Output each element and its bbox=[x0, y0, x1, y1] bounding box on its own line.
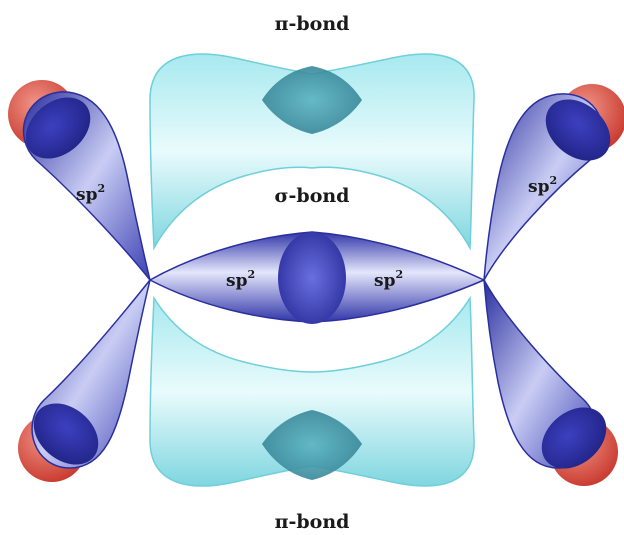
sigma-bond-overlap bbox=[278, 232, 346, 324]
sigma-bond-lobes bbox=[148, 231, 486, 324]
pi-bond-top-label: π-bond bbox=[275, 13, 350, 35]
sp2-lobe-lower-right bbox=[483, 279, 607, 469]
sp2-label-sigma-right: sp2 bbox=[374, 268, 403, 291]
sp2-label-upper-left: sp2 bbox=[76, 182, 105, 205]
sp2-lobe-upper-left bbox=[22, 91, 151, 281]
sp2-label-upper-right: sp2 bbox=[528, 174, 557, 197]
sp2-label-sigma-left: sp2 bbox=[226, 268, 255, 291]
sp2-lobe-upper-right bbox=[483, 93, 611, 281]
pi-bond-top-overlap bbox=[262, 66, 362, 134]
pi-bond-bottom-overlap bbox=[262, 410, 362, 480]
pi-bond-bottom-label: π-bond bbox=[275, 511, 350, 533]
sp2-lobe-lower-left bbox=[31, 279, 151, 469]
pi-bond-top-cloud bbox=[149, 53, 475, 251]
pi-bond-bottom-cloud bbox=[149, 295, 475, 487]
sigma-bond-label: σ-bond bbox=[275, 185, 350, 207]
